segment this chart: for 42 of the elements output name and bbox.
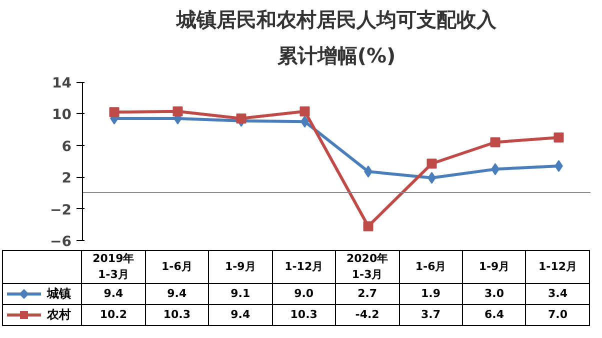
y-tick-label: 14 <box>52 76 72 92</box>
point <box>554 132 564 142</box>
x-tick-label: 1-6月 <box>399 250 463 284</box>
data-label: 1.9 <box>399 284 463 304</box>
x-tick-label: 1-9月 <box>208 250 272 284</box>
point <box>236 113 246 124</box>
chart-title: 城镇居民和农村居民人均可支配收入 <box>176 8 498 32</box>
data-label: 10.2 <box>82 304 146 326</box>
y-tick-label: 10 <box>52 107 72 124</box>
data-label: 3.7 <box>399 304 463 326</box>
point <box>172 106 183 116</box>
x-tick-label: 2020年 1-3月 <box>336 250 400 284</box>
y-tick-label: 2 <box>62 170 72 187</box>
point <box>490 137 500 148</box>
data-label: 7.0 <box>526 304 590 326</box>
legend-label: 农村 <box>46 307 71 322</box>
x-tick-label: 1-6月 <box>145 250 209 284</box>
data-label: 10.3 <box>272 304 336 326</box>
x-tick-label: 2019年 1-3月 <box>82 250 146 284</box>
x-tick-label: 1-12月 <box>526 250 590 284</box>
y-tick-label: −6 <box>50 234 72 250</box>
data-label: -4.2 <box>336 304 400 326</box>
data-label: 3.0 <box>462 284 526 304</box>
point <box>109 107 120 118</box>
point <box>363 221 374 232</box>
x-tick-label: 1-12月 <box>272 250 336 284</box>
data-label: 9.4 <box>82 284 146 304</box>
y-tick-label: −2 <box>50 202 72 218</box>
y-tick-label: 6 <box>62 138 72 155</box>
legend-label: 城镇 <box>46 286 71 300</box>
point <box>426 158 437 169</box>
data-label: 9.4 <box>208 304 272 326</box>
data-label: 3.4 <box>526 284 590 304</box>
data-label: 9.0 <box>272 284 336 304</box>
chart-subtitle: 累计增幅(%) <box>276 44 396 68</box>
data-label: 10.3 <box>145 304 209 326</box>
data-label: 9.1 <box>208 284 272 304</box>
data-label: 6.4 <box>462 304 526 326</box>
data-label: 2.7 <box>336 284 400 304</box>
x-tick-label: 1-9月 <box>462 250 526 284</box>
data-label: 9.4 <box>145 284 209 304</box>
point <box>300 106 310 116</box>
